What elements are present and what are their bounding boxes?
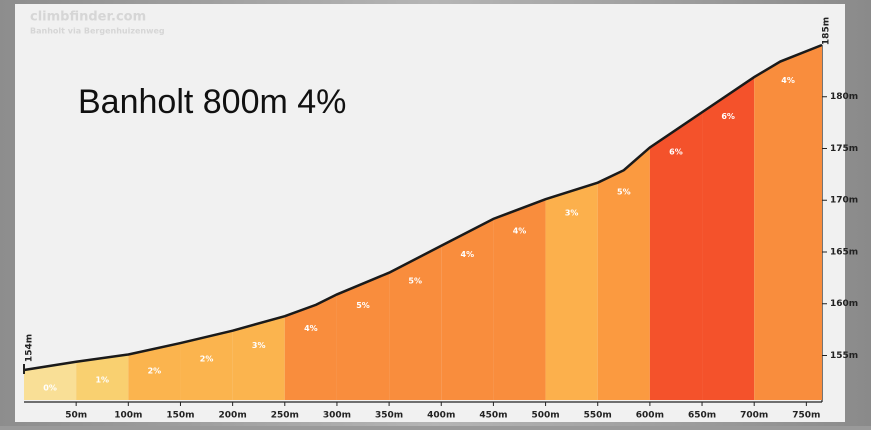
y-tick-label: 165m: [830, 247, 858, 257]
gradient-label: 4%: [781, 76, 795, 85]
x-tick-label: 400m: [427, 411, 455, 421]
gradient-band: [128, 343, 181, 400]
gradient-label: 6%: [721, 112, 735, 121]
x-tick-label: 100m: [114, 411, 142, 421]
gradient-band: [232, 316, 285, 400]
y-tick-label: 175m: [830, 144, 858, 154]
title: Banholt 800m 4%: [78, 83, 346, 121]
gradient-band: [76, 354, 129, 400]
start-label: 154m: [25, 334, 35, 362]
gradient-band: [754, 45, 822, 400]
subtitle: Banholt via Bergenhuizenweg: [30, 27, 165, 36]
x-tick-label: 500m: [531, 411, 559, 421]
gradient-band: [441, 218, 494, 400]
gradient-label: 5%: [356, 301, 370, 310]
brand: climbfinder.com: [30, 10, 146, 25]
end-label: 185m: [822, 17, 832, 45]
gradient-label: 5%: [408, 277, 422, 286]
gradient-label: 4%: [513, 227, 527, 236]
x-tick-label: 150m: [166, 411, 194, 421]
gradient-band: [597, 147, 650, 400]
gradient-label: 3%: [565, 208, 579, 217]
x-tick-label: 350m: [375, 411, 403, 421]
x-tick-label: 600m: [636, 411, 664, 421]
gradient-label: 1%: [95, 376, 109, 385]
x-tick-label: 450m: [479, 411, 507, 421]
x-tick-label: 700m: [740, 411, 768, 421]
gradient-band: [389, 245, 442, 400]
gradient-label: 4%: [304, 324, 318, 333]
x-tick-label: 50m: [65, 411, 87, 421]
x-tick-label: 200m: [219, 411, 247, 421]
x-tick-label: 750m: [792, 411, 820, 421]
gradient-label: 4%: [461, 250, 475, 259]
y-tick-label: 180m: [830, 92, 858, 102]
gradient-band: [180, 330, 233, 400]
gradient-label: 3%: [252, 341, 266, 350]
y-tick-label: 160m: [830, 299, 858, 309]
gradient-band: [649, 112, 703, 400]
x-tick-label: 250m: [271, 411, 299, 421]
y-tick-label: 155m: [830, 351, 858, 361]
x-tick-label: 650m: [688, 411, 716, 421]
gradient-band: [336, 272, 390, 400]
gradient-label: 5%: [617, 188, 631, 197]
y-tick-label: 170m: [830, 196, 858, 206]
x-tick-label: 550m: [584, 411, 612, 421]
profile-line: [23, 43, 823, 372]
gradient-label: 2%: [148, 366, 162, 375]
gradient-band: [545, 182, 598, 400]
x-tick-label: 300m: [323, 411, 351, 421]
gradient-band: [702, 77, 755, 400]
gradient-label: 2%: [200, 354, 214, 363]
gradient-band: [493, 199, 546, 400]
gradient-band: [284, 294, 337, 400]
gradient-band: [24, 361, 77, 400]
gradient-label: 0%: [43, 383, 57, 392]
gradient-label: 6%: [669, 147, 683, 156]
